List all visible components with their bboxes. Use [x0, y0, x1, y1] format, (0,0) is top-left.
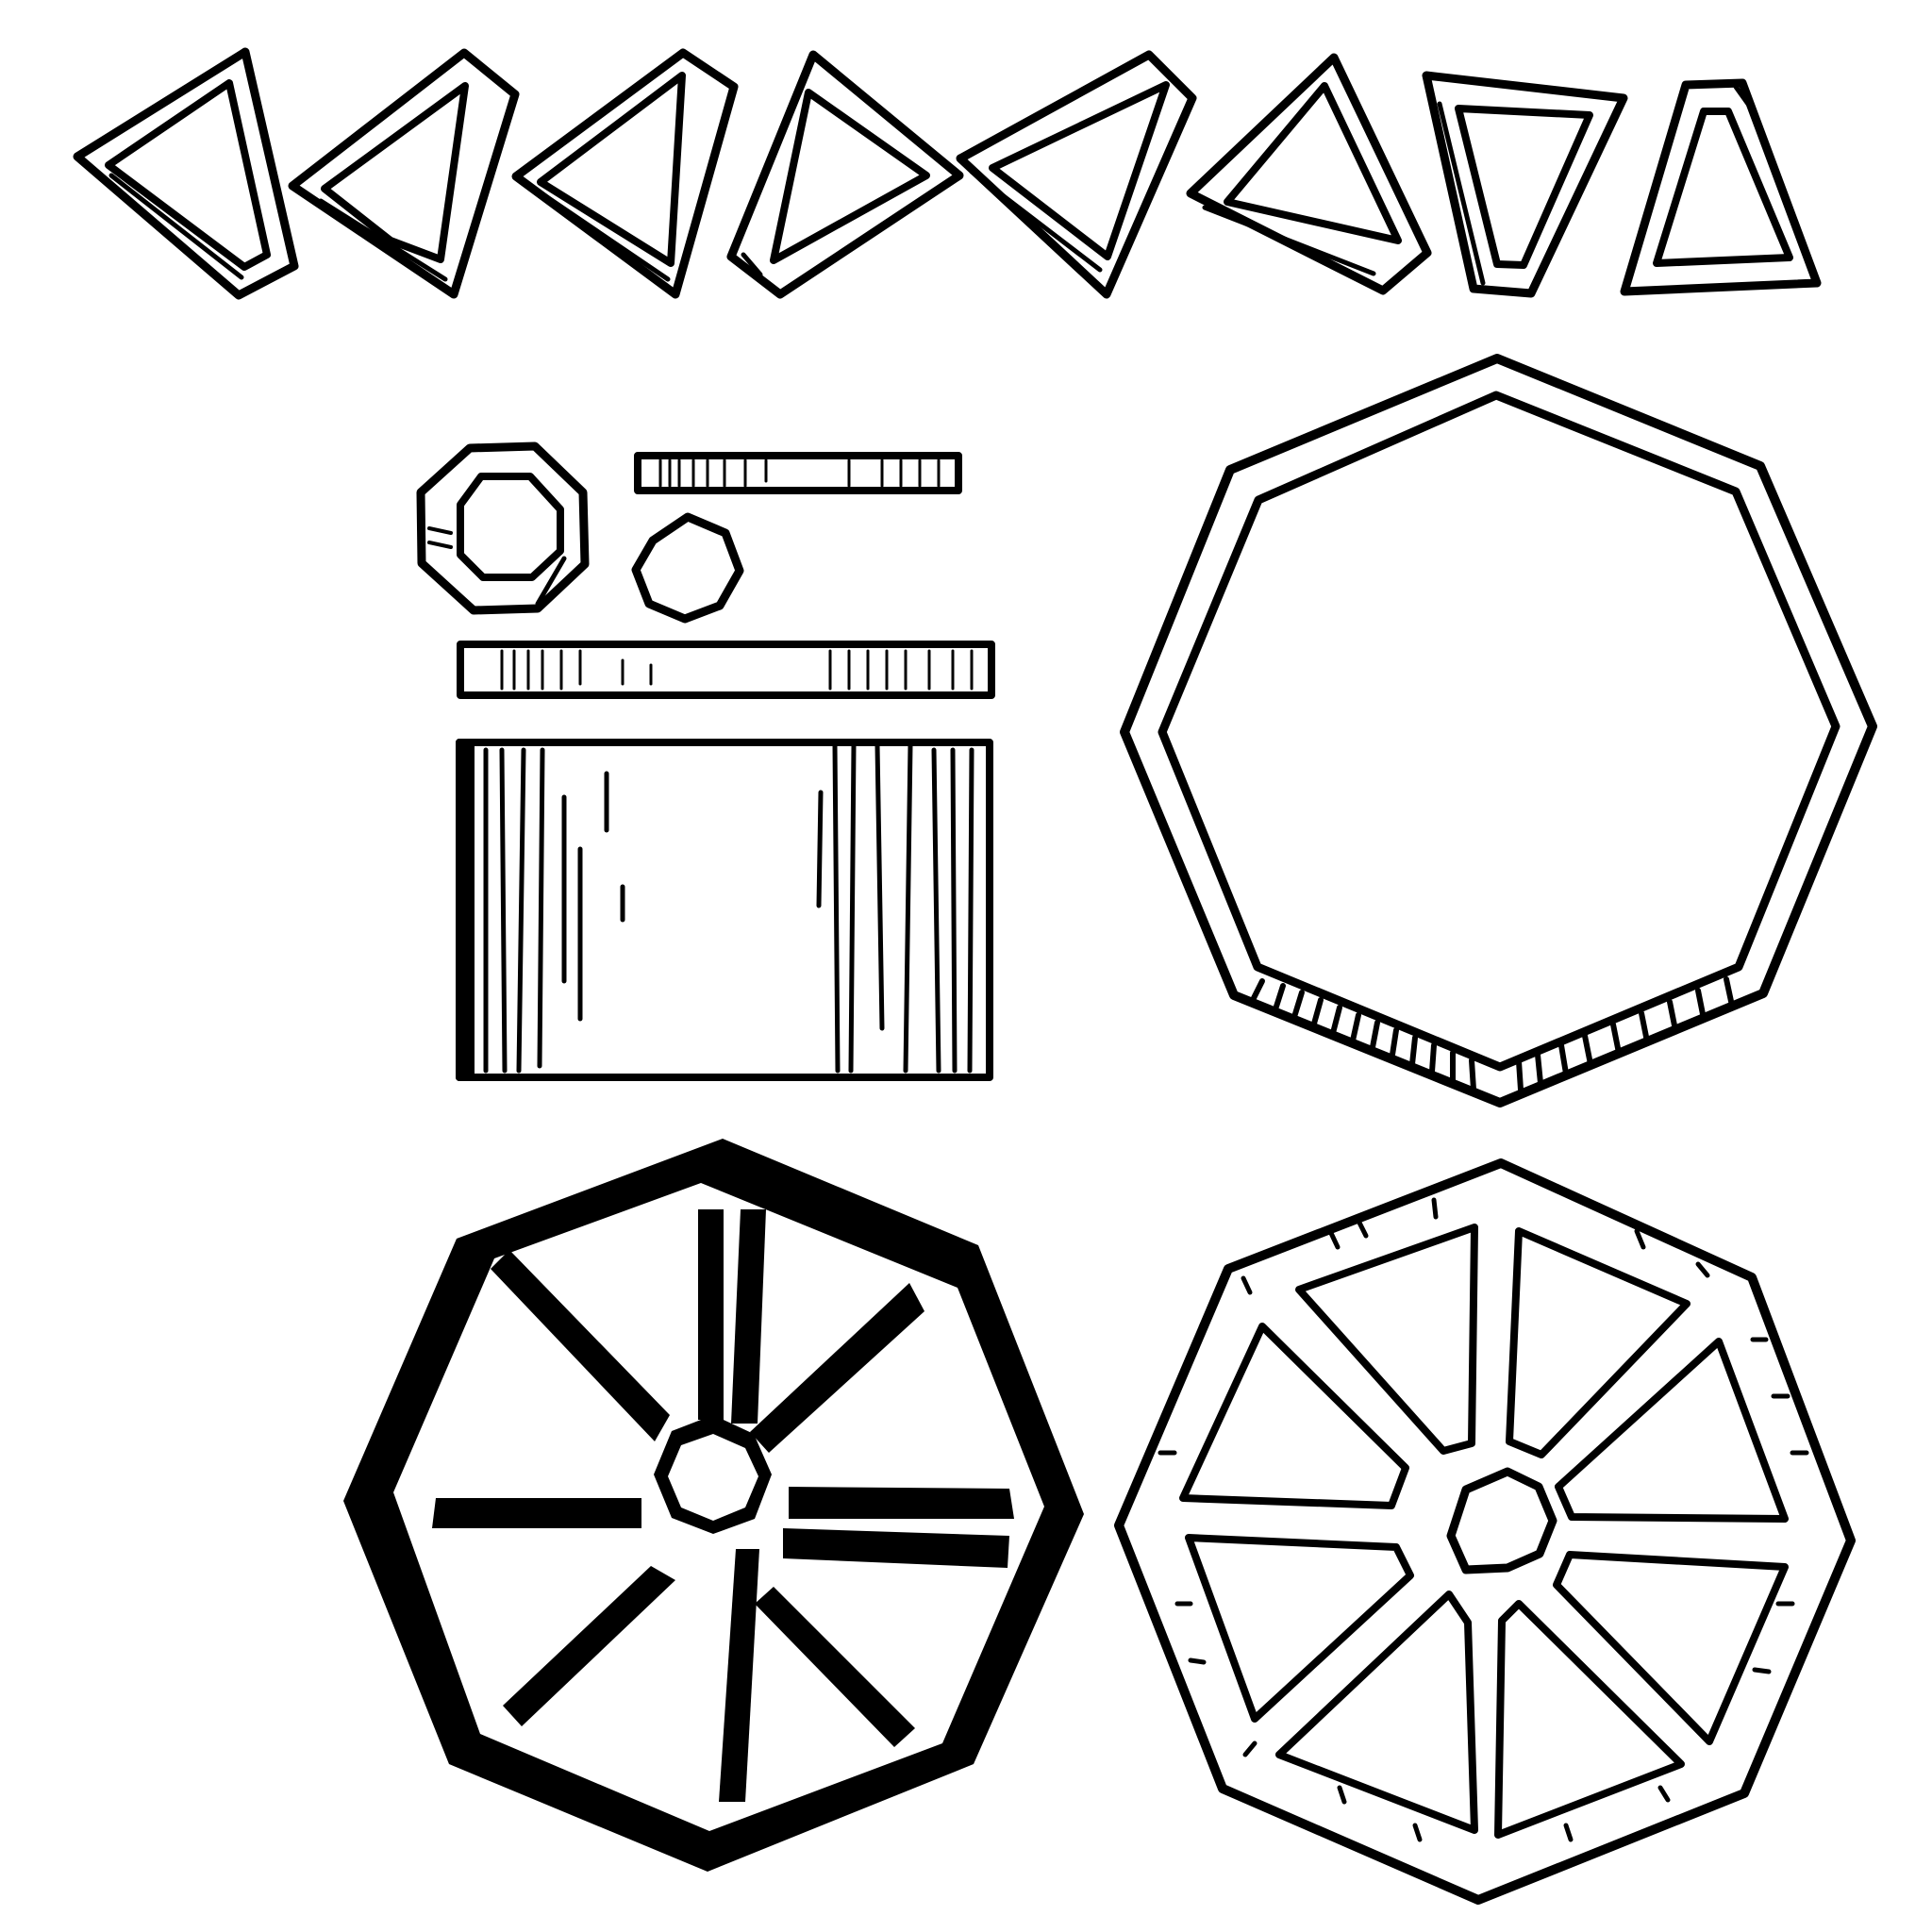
octagon-wheel-solid	[343, 1139, 1084, 1872]
triangle-tile-5	[956, 50, 1197, 299]
wood-panel	[456, 739, 993, 1081]
wood-plank-long	[457, 641, 995, 699]
triangle-tile-6	[1186, 53, 1432, 295]
triangle-tile-4	[726, 50, 964, 299]
triangle-tile-2	[288, 48, 520, 299]
wood-plank-short	[634, 452, 962, 494]
triangle-tile-7	[1422, 71, 1628, 298]
small-octagon	[631, 512, 744, 624]
triangle-tile-1	[73, 47, 299, 300]
triangle-tile-8	[1620, 78, 1822, 296]
octagon-wheel-outlined	[1114, 1158, 1856, 1905]
triangle-tile-3	[511, 48, 739, 299]
large-octagon-frame	[1120, 354, 1877, 1108]
small-octagon-ring	[416, 441, 590, 615]
